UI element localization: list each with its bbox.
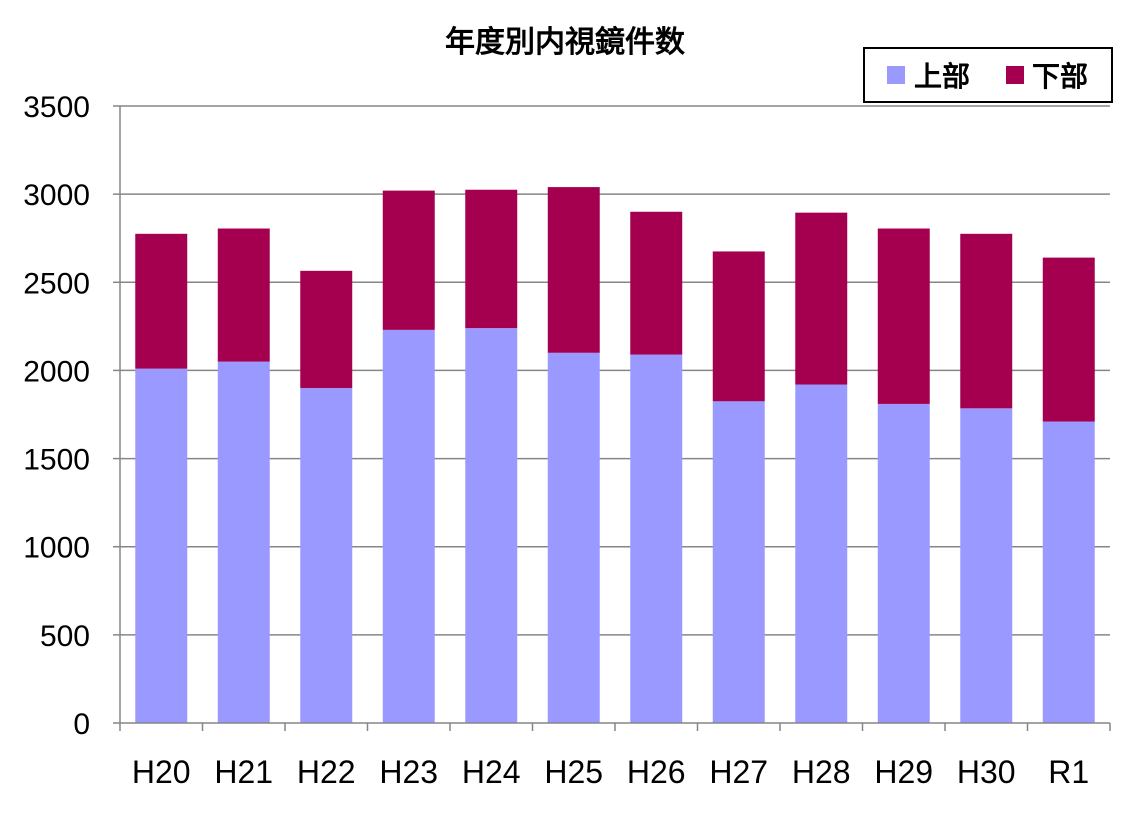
x-tick-labels: H20 H21 H22 H23 H24 H25 H26 H27 H28 H29 H30 R1 [132,754,1089,790]
bar-segment-upper [877,403,930,723]
x-tick-label: H25 [544,754,603,790]
bar-segment-upper [960,408,1013,723]
bar-segment-lower [1042,257,1095,422]
bar-segment-lower [795,212,848,385]
bar-segment-upper [135,368,188,723]
x-tick-label: H23 [379,754,438,790]
gridlines [113,105,1110,724]
bar-segment-upper [300,388,353,723]
axes [119,106,1111,731]
y-tick-label: 0 [73,708,90,741]
y-tick-label: 500 [40,620,90,653]
y-tick-label: 3000 [23,179,90,212]
legend-box [863,47,1113,103]
x-tick-label: H29 [874,754,933,790]
y-tick-label: 1000 [23,532,90,565]
y-tick-label: 3500 [23,91,90,124]
bar-segment-upper [1042,421,1095,723]
bar-segment-upper [712,401,765,723]
x-tick-label: H21 [214,754,273,790]
y-tick-label: 2500 [23,267,90,300]
bar-segment-upper [465,328,518,723]
bar-segment-lower [300,270,353,389]
bar-segment-lower [630,211,683,355]
legend-swatch-upper [887,66,905,84]
bar-segment-lower [135,233,188,369]
bar-segment-upper [382,329,435,723]
bar-segment-upper [630,354,683,723]
bar-segment-lower [960,233,1013,409]
legend-swatch-lower [1006,66,1024,84]
bar-segment-lower [712,251,765,402]
x-tick-label: H20 [132,754,191,790]
bar-segment-lower [877,228,930,404]
x-tick-label: H26 [627,754,686,790]
bars [135,187,1095,723]
x-tick-label: H24 [462,754,521,790]
x-tick-label: H28 [792,754,851,790]
y-tick-label: 1500 [23,444,90,477]
bar-segment-lower [382,190,435,330]
x-tick-label: H22 [297,754,356,790]
bar-segment-lower [217,228,270,362]
bar-segment-upper [217,361,270,723]
legend-label-lower: 下部 [1032,60,1088,93]
legend-label-upper: 上部 [914,60,970,93]
x-tick-label: R1 [1048,754,1089,790]
bar-segment-lower [547,187,600,353]
y-tick-label: 2000 [23,355,90,388]
legend: 上部 下部 [863,47,1113,103]
x-tick-label: H30 [957,754,1016,790]
bar-segment-upper [795,384,848,723]
bar-segment-lower [465,189,518,329]
bar-segment-upper [547,352,600,723]
chart-title: 年度別内視鏡件数 [445,25,686,60]
y-tick-labels: 0 500 1000 1500 2000 2500 3000 3500 [23,91,90,741]
x-tick-label: H27 [709,754,768,790]
